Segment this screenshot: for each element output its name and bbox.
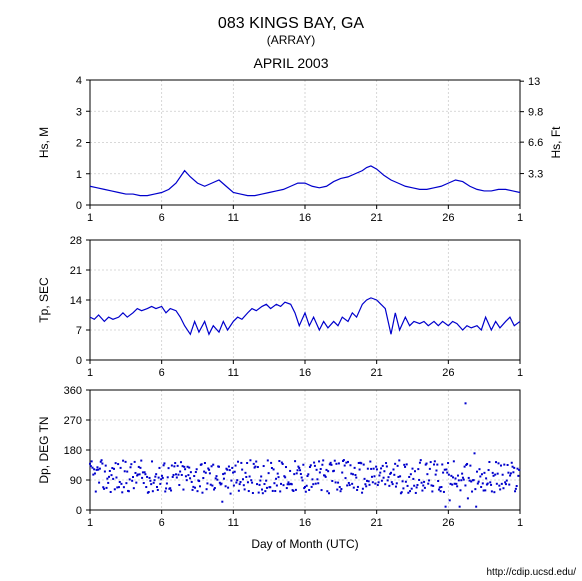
svg-text:4: 4 (76, 75, 82, 87)
svg-text:Hs, Ft: Hs, Ft (549, 126, 563, 159)
xlabel: Day of Month (UTC) (251, 537, 358, 551)
svg-text:21: 21 (371, 212, 383, 224)
source-url: http://cdip.ucsd.edu/ (486, 567, 576, 578)
svg-text:9.8: 9.8 (528, 107, 543, 119)
svg-text:3: 3 (76, 106, 82, 118)
svg-text:26: 26 (442, 212, 454, 224)
svg-text:28: 28 (70, 235, 82, 247)
svg-text:0: 0 (76, 355, 82, 367)
svg-text:14: 14 (70, 295, 82, 307)
svg-text:1: 1 (517, 367, 523, 379)
subtitle: APRIL 2003 (254, 55, 329, 71)
svg-text:180: 180 (64, 445, 82, 457)
svg-text:Hs, M: Hs, M (37, 127, 51, 158)
svg-text:13: 13 (528, 76, 540, 88)
svg-text:1: 1 (76, 169, 82, 181)
svg-text:360: 360 (64, 385, 82, 397)
svg-text:1: 1 (87, 367, 93, 379)
svg-text:26: 26 (442, 517, 454, 529)
svg-text:11: 11 (228, 367, 239, 379)
svg-text:6: 6 (159, 517, 165, 529)
svg-text:6: 6 (159, 212, 165, 224)
title-line2: (ARRAY) (267, 33, 315, 47)
svg-text:6.6: 6.6 (528, 137, 543, 149)
svg-text:0: 0 (76, 200, 82, 212)
svg-text:Tp, SEC: Tp, SEC (37, 277, 51, 323)
title-line1: 083 KINGS BAY, GA (218, 15, 364, 32)
svg-text:1: 1 (87, 517, 93, 529)
svg-text:16: 16 (299, 212, 311, 224)
svg-text:Dp, DEG TN: Dp, DEG TN (37, 416, 51, 483)
svg-text:0: 0 (76, 505, 82, 517)
svg-text:1: 1 (517, 212, 523, 224)
svg-text:1: 1 (517, 517, 523, 529)
svg-text:11: 11 (228, 517, 239, 529)
svg-text:90: 90 (70, 475, 82, 487)
svg-text:1: 1 (87, 212, 93, 224)
svg-text:26: 26 (442, 367, 454, 379)
svg-text:7: 7 (76, 325, 82, 337)
svg-text:21: 21 (371, 367, 383, 379)
svg-text:21: 21 (371, 517, 383, 529)
svg-text:2: 2 (76, 138, 82, 150)
svg-text:6: 6 (159, 367, 165, 379)
svg-text:16: 16 (299, 517, 311, 529)
chart-svg: 083 KINGS BAY, GA(ARRAY) APRIL 2003 Day of… (0, 0, 582, 581)
svg-text:3.3: 3.3 (528, 169, 543, 181)
svg-text:11: 11 (228, 212, 239, 224)
svg-text:21: 21 (70, 265, 82, 277)
chart-container: 083 KINGS BAY, GA(ARRAY) APRIL 2003 Day of… (0, 0, 582, 581)
svg-text:270: 270 (64, 415, 82, 427)
svg-text:16: 16 (299, 367, 311, 379)
